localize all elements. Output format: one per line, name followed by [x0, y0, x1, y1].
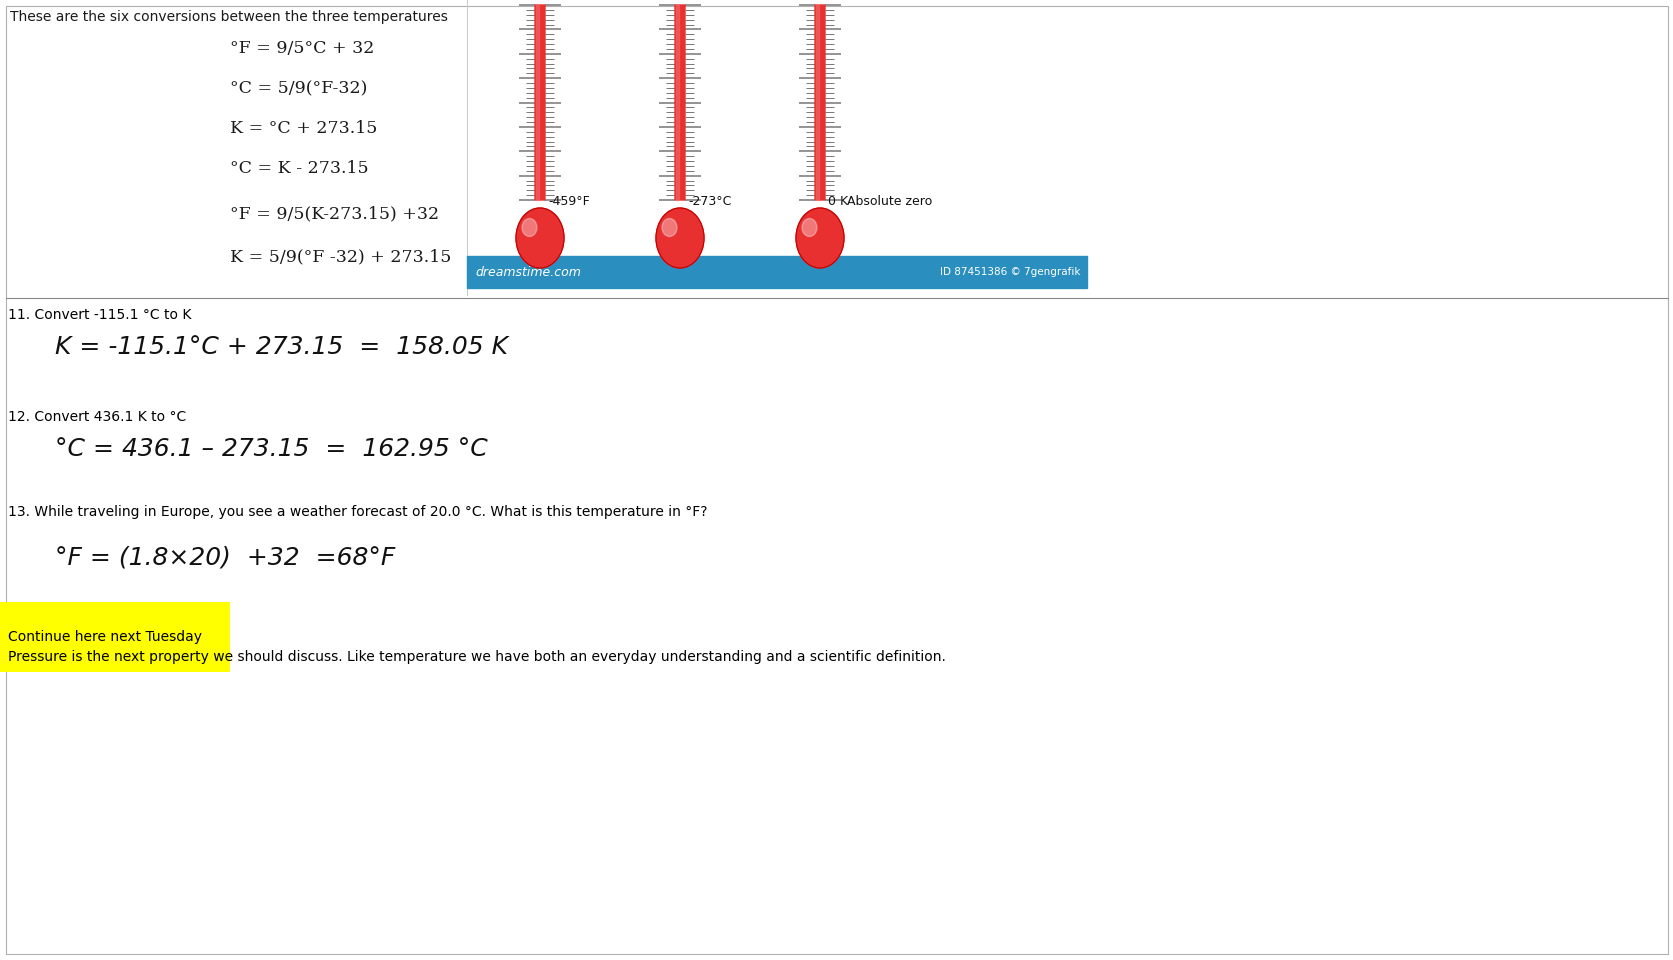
FancyBboxPatch shape [535, 5, 545, 200]
Bar [535, 5, 539, 200]
Text: K = -115.1°C + 273.15  =  158.05 K: K = -115.1°C + 273.15 = 158.05 K [55, 335, 507, 359]
Text: K = 5/9(°F -32) + 273.15: K = 5/9(°F -32) + 273.15 [229, 248, 452, 265]
FancyBboxPatch shape [815, 5, 825, 200]
Text: 0 K: 0 K [828, 195, 848, 208]
Text: °F = 9/5°C + 32: °F = 9/5°C + 32 [229, 40, 375, 57]
Text: Celsius: Celsius [644, 272, 716, 290]
Text: 12. Convert 436.1 K to °C: 12. Convert 436.1 K to °C [8, 410, 186, 424]
Ellipse shape [801, 219, 816, 236]
Text: Pressure is the next property we should discuss. Like temperature we have both a: Pressure is the next property we should … [8, 650, 945, 664]
Bar [467, 256, 1086, 288]
Text: Kelvin: Kelvin [788, 272, 852, 290]
Text: Fahrenheit: Fahrenheit [485, 272, 594, 290]
Text: These are the six conversions between the three temperatures: These are the six conversions between th… [10, 10, 448, 24]
Ellipse shape [661, 219, 676, 236]
Text: °C = 5/9(°F-32): °C = 5/9(°F-32) [229, 80, 366, 97]
Ellipse shape [796, 208, 843, 268]
Text: -273°C: -273°C [688, 195, 731, 208]
Text: K = °C + 273.15: K = °C + 273.15 [229, 120, 376, 137]
Text: °F = (1.8×20)  +32  =68°F: °F = (1.8×20) +32 =68°F [55, 545, 395, 569]
Ellipse shape [515, 208, 564, 268]
Text: °C = 436.1 – 273.15  =  162.95 °C: °C = 436.1 – 273.15 = 162.95 °C [55, 437, 487, 461]
Text: dreamstime.com: dreamstime.com [475, 266, 581, 278]
Text: ID 87451386 © 7gengrafik: ID 87451386 © 7gengrafik [940, 267, 1081, 277]
Text: -459°F: -459°F [547, 195, 589, 208]
Text: Absolute zero: Absolute zero [847, 195, 932, 208]
Text: Continue here next Tuesday: Continue here next Tuesday [8, 630, 202, 644]
Text: °C = K - 273.15: °C = K - 273.15 [229, 160, 368, 177]
Ellipse shape [522, 219, 537, 236]
FancyBboxPatch shape [674, 5, 684, 200]
Ellipse shape [656, 208, 704, 268]
Bar [676, 5, 679, 200]
Text: 11. Convert -115.1 °C to K: 11. Convert -115.1 °C to K [8, 308, 191, 322]
Bar [816, 5, 818, 200]
Text: 13. While traveling in Europe, you see a weather forecast of 20.0 °C. What is th: 13. While traveling in Europe, you see a… [8, 505, 708, 519]
Text: °F = 9/5(K-273.15) +32: °F = 9/5(K-273.15) +32 [229, 205, 438, 222]
